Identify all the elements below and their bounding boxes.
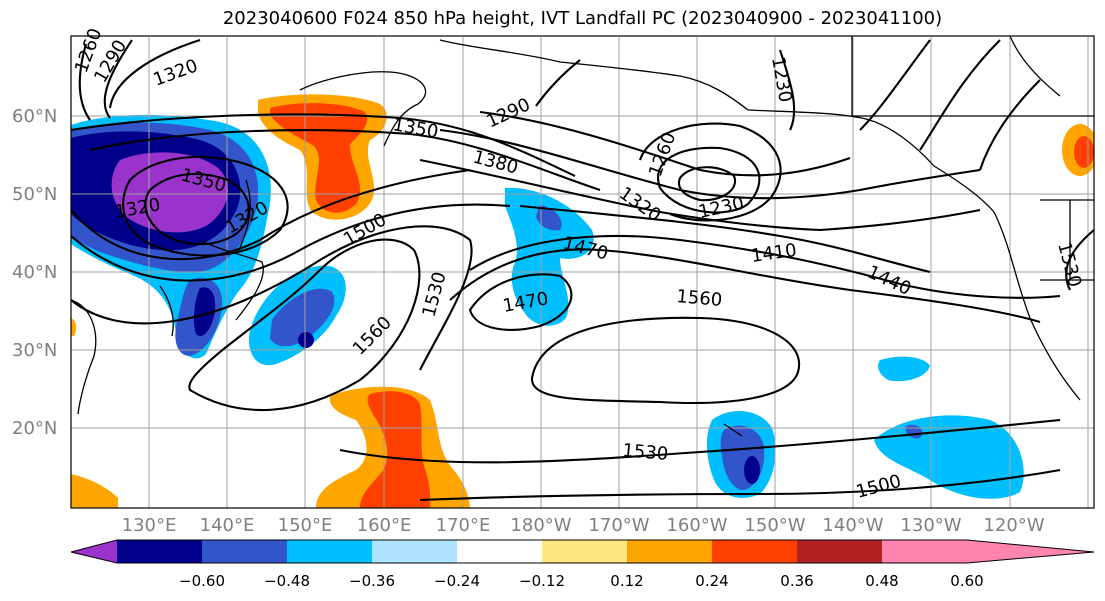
colorbar: −0.60 −0.48 −0.36 −0.24 −0.12 0.12 0.24 … — [70, 539, 1095, 590]
lon-label: 170°E — [436, 515, 491, 536]
colorbar-high-extend — [967, 540, 1094, 563]
colorbar-bin — [712, 540, 797, 563]
colorbar-bin — [202, 540, 287, 563]
colorbar-tick-label: 0.24 — [695, 572, 728, 590]
colorbar-tick-label: −0.48 — [264, 572, 310, 590]
colorbar-bin — [457, 540, 542, 563]
colorbar-tick-label: −0.60 — [179, 572, 225, 590]
ivt-negative-mid — [249, 187, 1024, 499]
colorbar-bin — [287, 540, 372, 563]
lat-label: 20°N — [12, 418, 57, 439]
lon-label: 120°W — [983, 515, 1044, 536]
lon-label: 180°W — [510, 515, 571, 536]
colorbar-tick-label: 0.48 — [865, 572, 898, 590]
colorbar-tick-label: −0.12 — [519, 572, 565, 590]
colorbar-bin — [117, 540, 202, 563]
graticule — [71, 37, 1094, 508]
map-frame — [70, 35, 1095, 509]
map-title: 2023040600 F024 850 hPa height, IVT Land… — [222, 8, 943, 29]
lat-label: 60°N — [12, 106, 57, 127]
lon-label: 140°E — [200, 515, 255, 536]
lon-label: 150°W — [744, 515, 805, 536]
colorbar-ticks: −0.60 −0.48 −0.36 −0.24 −0.12 0.12 0.24 … — [179, 572, 984, 590]
lat-label: 40°N — [12, 262, 57, 283]
colorbar-tick-label: −0.36 — [349, 572, 395, 590]
colorbar-bin — [627, 540, 712, 563]
height-contours — [71, 39, 1094, 502]
colorbar-tick-label: −0.24 — [434, 572, 480, 590]
lon-label: 160°W — [666, 515, 727, 536]
colorbar-bin — [882, 540, 967, 563]
colorbar-bin — [797, 540, 882, 563]
lon-label: 140°W — [822, 515, 883, 536]
latitude-labels: 60°N 50°N 40°N 30°N 20°N — [12, 106, 57, 439]
lon-label: 130°W — [900, 515, 961, 536]
lat-label: 50°N — [12, 184, 57, 205]
contour-label: 1560 — [676, 286, 723, 311]
colorbar-bin — [542, 540, 627, 563]
lat-label: 30°N — [12, 340, 57, 361]
colorbar-bin — [372, 540, 457, 563]
contour-label: 1530 — [622, 440, 669, 465]
colorbar-tick-label: 0.36 — [780, 572, 813, 590]
lon-label: 130°E — [122, 515, 177, 536]
colorbar-tick-label: 0.60 — [950, 572, 983, 590]
colorbar-outline — [70, 539, 1095, 564]
ivt-positive-south — [71, 318, 470, 508]
colorbar-tick-label: 0.12 — [610, 572, 643, 590]
colorbar-low-extend — [71, 540, 117, 563]
longitude-labels: 130°E 140°E 150°E 160°E 170°E 180°W 170°… — [122, 515, 1045, 536]
lon-label: 170°W — [588, 515, 649, 536]
lon-label: 150°E — [278, 515, 333, 536]
lon-label: 160°E — [357, 515, 412, 536]
